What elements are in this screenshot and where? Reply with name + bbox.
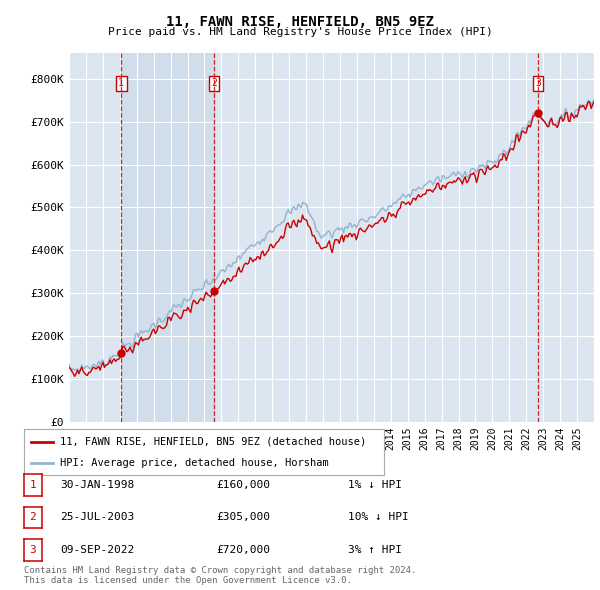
Text: 3% ↑ HPI: 3% ↑ HPI [348,545,402,555]
Text: Price paid vs. HM Land Registry's House Price Index (HPI): Price paid vs. HM Land Registry's House … [107,27,493,37]
Text: 09-SEP-2022: 09-SEP-2022 [60,545,134,555]
Text: 10% ↓ HPI: 10% ↓ HPI [348,513,409,522]
Text: 1: 1 [29,480,37,490]
Bar [121,53,214,422]
Text: 25-JUL-2003: 25-JUL-2003 [60,513,134,522]
Text: £160,000: £160,000 [216,480,270,490]
Text: Contains HM Land Registry data © Crown copyright and database right 2024.
This d: Contains HM Land Registry data © Crown c… [24,566,416,585]
Text: 3: 3 [29,545,37,555]
Text: HPI: Average price, detached house, Horsham: HPI: Average price, detached house, Hors… [60,458,329,468]
Text: 1% ↓ HPI: 1% ↓ HPI [348,480,402,490]
Text: 1: 1 [118,78,124,88]
Text: 2: 2 [29,513,37,522]
Text: 3: 3 [535,78,541,88]
Text: 2: 2 [211,78,217,88]
Text: 11, FAWN RISE, HENFIELD, BN5 9EZ (detached house): 11, FAWN RISE, HENFIELD, BN5 9EZ (detach… [60,437,366,447]
Text: 11, FAWN RISE, HENFIELD, BN5 9EZ: 11, FAWN RISE, HENFIELD, BN5 9EZ [166,15,434,29]
Text: £305,000: £305,000 [216,513,270,522]
Text: 30-JAN-1998: 30-JAN-1998 [60,480,134,490]
Text: £720,000: £720,000 [216,545,270,555]
